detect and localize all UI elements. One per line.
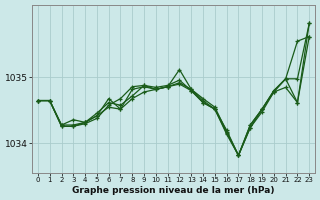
X-axis label: Graphe pression niveau de la mer (hPa): Graphe pression niveau de la mer (hPa) [72,186,275,195]
